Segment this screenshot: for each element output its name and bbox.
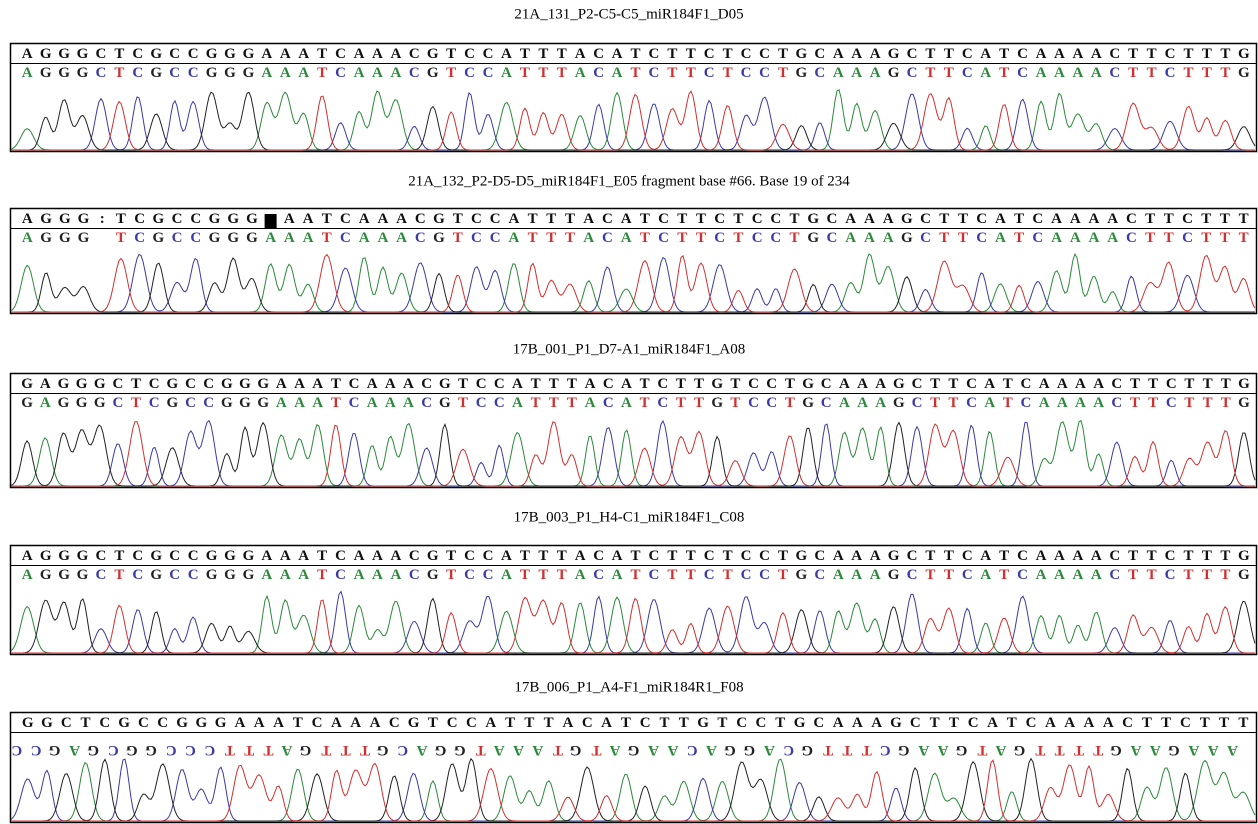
panel-title: 17B_001_P1_D7-A1_miR184F1_A08 xyxy=(513,341,746,357)
trace-c xyxy=(10,758,1255,822)
panel-title: 21A_132_P2-D5-D5_miR184F1_E05 fragment b… xyxy=(408,173,850,189)
panel-title: 17B_006_P1_A4-F1_miR184R1_F08 xyxy=(514,679,743,695)
highlight xyxy=(264,214,277,229)
panel-frame xyxy=(9,42,1258,153)
panel-title: 17B_003_P1_H4-C1_miR184F1_C08 xyxy=(514,509,745,525)
panel-frame xyxy=(9,544,1258,656)
trace-g xyxy=(11,597,1256,654)
trace-t xyxy=(11,90,1255,151)
trace-a xyxy=(11,758,1256,822)
trace-t xyxy=(11,253,1256,313)
consensus-sequence: AGGG:TCGCCGGGAAATCAAACGTCCATTTACATCTTCTC… xyxy=(22,211,1249,227)
panel-frame xyxy=(9,207,1258,315)
trace-c xyxy=(11,419,1255,487)
trace-c xyxy=(11,590,1255,654)
trace-t xyxy=(11,596,1255,654)
trace-t xyxy=(11,759,1255,822)
panel-title: 21A_131_P2-C5-C5_miR184F1_D05 xyxy=(514,6,743,22)
trace-t xyxy=(11,421,1255,487)
trace-g xyxy=(11,757,1255,822)
panel-frame xyxy=(9,372,1258,489)
trace-g xyxy=(10,421,1256,487)
panel-frame xyxy=(9,711,1258,824)
trace-a xyxy=(11,419,1255,487)
